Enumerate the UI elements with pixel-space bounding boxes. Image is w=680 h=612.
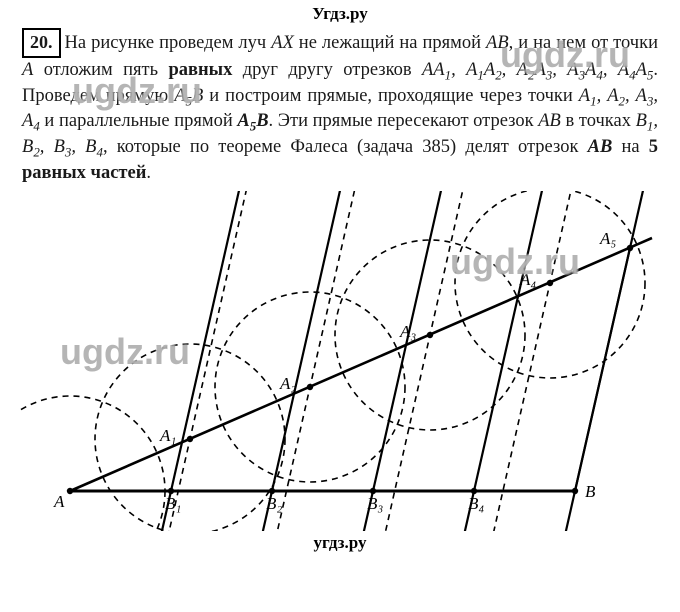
t: А xyxy=(567,60,578,80)
t: А xyxy=(636,86,647,106)
t-bold: АВ xyxy=(588,137,613,157)
t: В xyxy=(192,86,203,106)
t: друг другу отрезков xyxy=(232,60,422,80)
t: АВ xyxy=(486,33,509,53)
svg-text:B₁: B₁ xyxy=(165,494,181,513)
svg-text:B: B xyxy=(585,482,596,501)
t: . Эти прямые пересекают отрезок xyxy=(269,111,539,131)
svg-text:A: A xyxy=(53,492,65,511)
t: В xyxy=(85,137,96,157)
t: А xyxy=(636,60,647,80)
geometry-diagram: A B B₁ B₂ B₃ B₄ A₁ A₂ A₃ A₄ A₅ xyxy=(20,191,660,531)
svg-text:A₅: A₅ xyxy=(599,229,616,248)
problem-number: 20. xyxy=(22,28,61,58)
t: АХ xyxy=(271,33,294,53)
t: А xyxy=(517,60,528,80)
t: А xyxy=(484,60,495,80)
t: отложим пять xyxy=(33,60,168,80)
t: А xyxy=(22,111,33,131)
t-bold: равных xyxy=(168,60,232,80)
t: В xyxy=(636,111,647,131)
t: не лежащий на прямой xyxy=(294,33,486,53)
svg-text:A₁: A₁ xyxy=(159,426,176,445)
t: А xyxy=(174,86,185,106)
diagram-container: ABB₁B₂B₃B₄A₁A₂A₃A₄A₅ ugdz.ru ugdz.ru xyxy=(20,191,660,531)
t: А xyxy=(237,111,249,131)
t: В xyxy=(256,111,268,131)
t: А xyxy=(466,60,477,80)
t: , и на нем от точки xyxy=(509,33,658,53)
footer-site: угдз.ру xyxy=(0,531,680,553)
svg-text:B₃: B₃ xyxy=(367,494,383,513)
t: на xyxy=(612,137,648,157)
header-site: Угдз.ру xyxy=(0,0,680,26)
t: . xyxy=(146,163,151,183)
t: В xyxy=(54,137,65,157)
svg-text:B₂: B₂ xyxy=(266,494,282,513)
t: А xyxy=(22,60,33,80)
t: , которые по теореме Фалеса (задача 385)… xyxy=(103,137,588,157)
t: в точках xyxy=(561,111,636,131)
t: АВ xyxy=(538,111,561,131)
svg-text:B₄: B₄ xyxy=(468,494,484,513)
t: А xyxy=(579,86,590,106)
t: А xyxy=(607,86,618,106)
t: А xyxy=(585,60,596,80)
t: А xyxy=(534,60,545,80)
problem-text: 20.На рисунке проведем луч АХ не лежащий… xyxy=(0,26,680,191)
t: На рисунке проведем луч xyxy=(65,33,272,53)
t: и построим прямые, проходящие через точк… xyxy=(203,86,579,106)
svg-text:A₂: A₂ xyxy=(279,374,296,393)
t: А xyxy=(618,60,629,80)
svg-text:A₃: A₃ xyxy=(399,322,416,341)
svg-text:A₄: A₄ xyxy=(519,270,536,289)
t: АА xyxy=(422,60,445,80)
t: и параллельные прямой xyxy=(40,111,238,131)
t: В xyxy=(22,137,33,157)
